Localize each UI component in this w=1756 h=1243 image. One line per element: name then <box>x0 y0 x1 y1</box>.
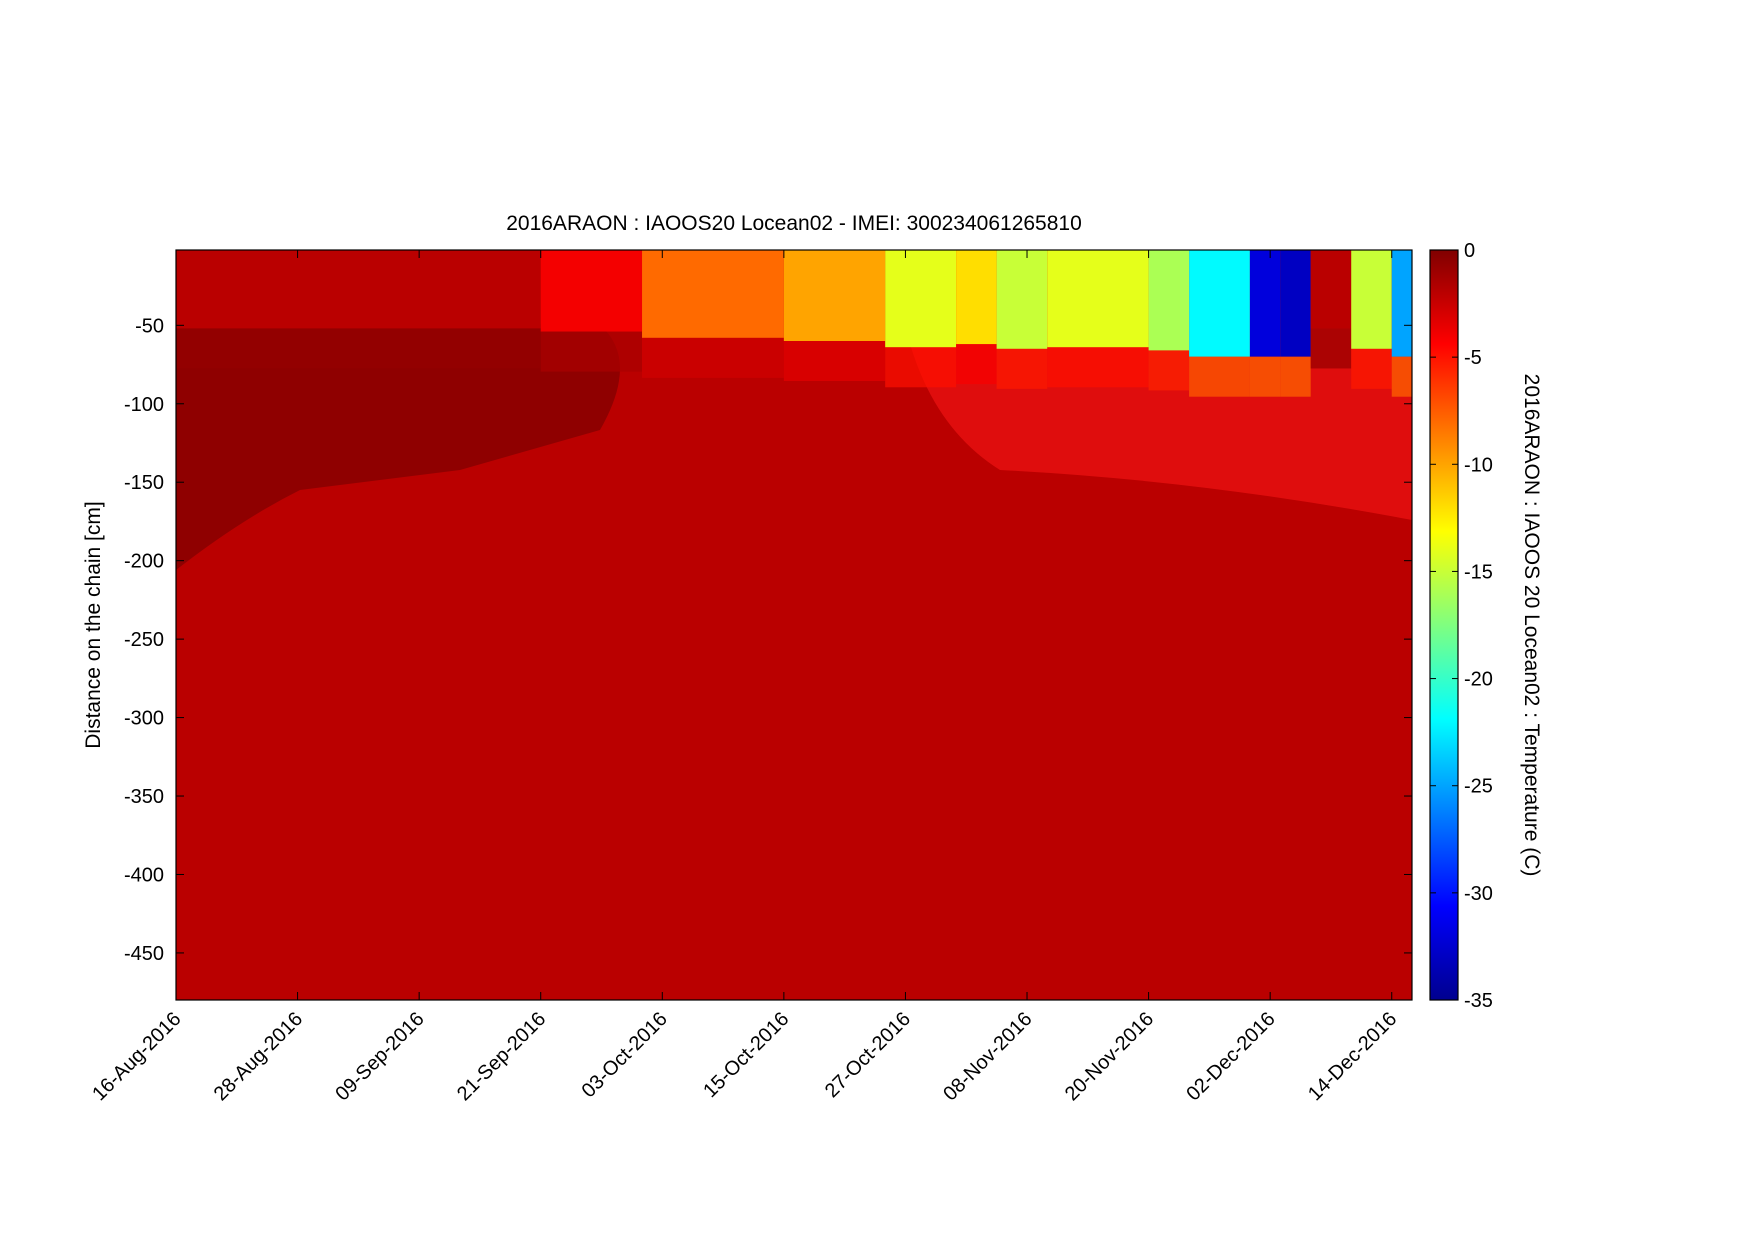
y-tick-label: -350 <box>124 786 164 808</box>
heatmap-transition-cell <box>996 348 1048 389</box>
heatmap-surface-cell <box>1280 250 1311 357</box>
x-tick-label: 14-Dec-2016 <box>1304 1008 1401 1105</box>
x-tick-label: 09-Sep-2016 <box>331 1008 428 1105</box>
colorbar-tick-label: 0 <box>1464 240 1475 262</box>
y-axis-label: Distance on the chain [cm] <box>82 501 105 748</box>
x-tick-label: 02-Dec-2016 <box>1182 1008 1279 1105</box>
colorbar-tick-label: -5 <box>1464 347 1482 369</box>
heatmap-surface-cell <box>1047 250 1149 348</box>
x-tick-label: 15-Oct-2016 <box>699 1008 793 1102</box>
chart-title: 2016ARAON : IAOOS20 Locean02 - IMEI: 300… <box>506 212 1082 235</box>
heatmap-transition-cell <box>642 337 784 378</box>
heatmap-surface-cell <box>540 250 643 332</box>
heatmap-transition-cell <box>783 341 886 382</box>
y-tick-label: -50 <box>135 315 164 337</box>
heatmap-surface-cell <box>1391 250 1412 357</box>
colorbar-tick-label: -35 <box>1464 990 1493 1012</box>
heatmap-surface-cell <box>996 250 1048 349</box>
heatmap-transition-cell <box>1280 356 1311 397</box>
colorbar-ticks: 0 -5 -10 -15 -20 -25 -30 -35 <box>1430 240 1493 1012</box>
y-tick-label: -400 <box>124 864 164 886</box>
heatmap-surface-cell <box>642 250 784 338</box>
heatmap-transition-cell <box>1351 348 1392 389</box>
x-tick-label: 03-Oct-2016 <box>578 1008 672 1102</box>
heatmap-surface-cell <box>783 250 886 342</box>
colorbar-tick-label: -20 <box>1464 669 1493 691</box>
heatmap-surface-cell <box>1148 250 1190 351</box>
y-tick-label: -450 <box>124 943 164 965</box>
heatmap-transition-cell <box>1047 347 1149 388</box>
colorbar-tick-label: -15 <box>1464 561 1493 583</box>
x-tick-label: 21-Sep-2016 <box>453 1008 550 1105</box>
y-tick-label: -300 <box>124 708 164 730</box>
heatmap-surface-cell <box>176 250 541 329</box>
heatmap-transition-cell <box>885 347 957 388</box>
heatmap-transition-cell <box>1391 356 1412 397</box>
plot-frame <box>175 249 1413 1001</box>
heatmap-transition-cell <box>1189 356 1250 397</box>
heatmap-transition-cell <box>1249 356 1281 397</box>
heatmap-surface-cell <box>1351 250 1392 349</box>
heatmap-surface-cell <box>1310 250 1352 329</box>
heatmap-transition-cell <box>1148 350 1190 391</box>
heatmap-surface-cell <box>1249 250 1281 357</box>
colorbar <box>1429 249 1459 1001</box>
colorbar-tick-label: -10 <box>1464 454 1493 476</box>
x-tick-label: 20-Nov-2016 <box>1061 1008 1158 1105</box>
y-tick-label: -150 <box>124 472 164 494</box>
x-tick-label: 27-Oct-2016 <box>821 1008 915 1102</box>
heatmap-transition-cell <box>176 328 541 369</box>
heatmap-transition-cell <box>540 331 643 372</box>
y-tick-label: -200 <box>124 551 164 573</box>
y-tick-label: -250 <box>124 629 164 651</box>
x-tick-label: 08-Nov-2016 <box>939 1008 1036 1105</box>
x-tick-label: 28-Aug-2016 <box>210 1008 307 1105</box>
heatmap-surface-cell <box>956 250 997 345</box>
y-tick-label: -100 <box>124 394 164 416</box>
heatmap-warm-layer <box>176 320 620 570</box>
x-tick-label: 16-Aug-2016 <box>88 1008 185 1105</box>
heatmap-transition-cell <box>1310 328 1352 369</box>
colorbar-label: 2016ARAON : IAOOS 20 Locean02 : Temperat… <box>1520 374 1543 877</box>
y-axis: -50 -100 -150 -200 -250 -300 -350 -400 -450 <box>124 315 1412 965</box>
heatmap-surface-cell <box>1189 250 1250 357</box>
heatmap-surface-cell <box>885 250 957 348</box>
heatmap-transition-cell <box>956 344 997 385</box>
colorbar-tick-label: -30 <box>1464 883 1493 905</box>
heatmap-area <box>176 250 1412 1000</box>
colorbar-tick-label: -25 <box>1464 776 1493 798</box>
